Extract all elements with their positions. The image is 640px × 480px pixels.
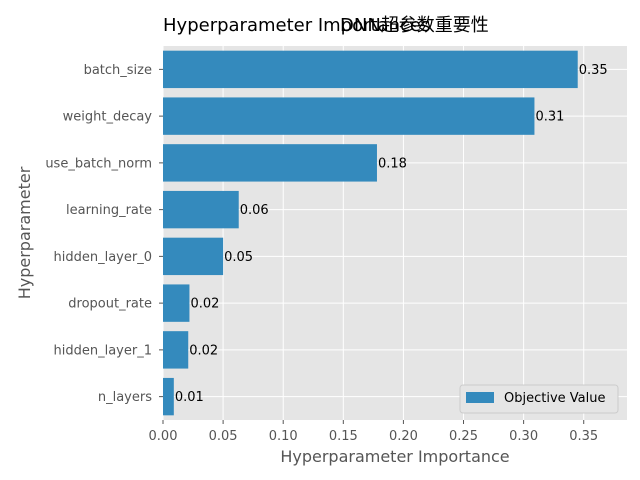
bar-value-label: 0.05 [224, 250, 253, 265]
bar [163, 284, 190, 322]
legend-swatch [466, 392, 494, 403]
y-tick-label: hidden_layer_0 [54, 250, 152, 265]
y-tick-labels: batch_size weight_decay use_batch_normlear… [45, 63, 163, 405]
bar [163, 97, 535, 135]
x-tick-label: 0.20 [389, 429, 418, 444]
y-axis-label: Hyperparameter [15, 166, 34, 299]
y-tick-label: hidden_layer_1 [54, 343, 152, 358]
x-tick-label: 0.35 [569, 429, 598, 444]
bar [163, 331, 189, 369]
y-tick-label: n_layers [98, 390, 152, 405]
y-tick-label: use_batch_norm [45, 156, 152, 171]
y-tick-label: learning_rate [66, 203, 152, 218]
legend: Objective Value [459, 384, 619, 414]
bar-value-label: 0.01 [175, 390, 204, 405]
bar [163, 190, 239, 229]
bar [163, 377, 174, 416]
y-tick-label: batch_size [84, 63, 152, 78]
data-labels-group: 0.35 0.31 0.18 0.06 0.05 0.02 0.02 0.01 [175, 63, 608, 405]
y-tick-label: dropout_rate [68, 297, 152, 312]
bar-value-label: 0.06 [240, 203, 269, 218]
bar-value-label: 0.35 [579, 63, 608, 78]
bar-value-label: 0.02 [190, 297, 219, 312]
chart-title: Hyperparameter Importances [163, 15, 430, 36]
x-tick-label: 0.05 [209, 429, 238, 444]
bars-group [163, 50, 578, 416]
x-tick-label: 0.10 [269, 429, 298, 444]
x-tick-labels: 0.00 0.05 0.10 0.15 0.20 0.25 0.30 0.35 [149, 420, 598, 444]
y-tick-label: weight_decay [63, 110, 153, 125]
x-tick-label: 0.25 [449, 429, 478, 444]
bar [163, 237, 224, 276]
x-tick-label: 0.30 [509, 429, 538, 444]
bar-value-label: 0.18 [378, 156, 407, 171]
legend-label: Objective Value [504, 391, 605, 406]
bar-value-label: 0.02 [189, 343, 218, 358]
bar [163, 50, 578, 89]
x-tick-label: 0.00 [149, 429, 178, 444]
chart-title-overlay: DNN超参数重要性 [340, 15, 489, 36]
legend-box [459, 384, 619, 414]
bar [163, 144, 377, 182]
bar-value-label: 0.31 [535, 110, 564, 125]
x-axis-label: Hyperparameter Importance [280, 447, 509, 466]
x-tick-label: 0.15 [329, 429, 358, 444]
